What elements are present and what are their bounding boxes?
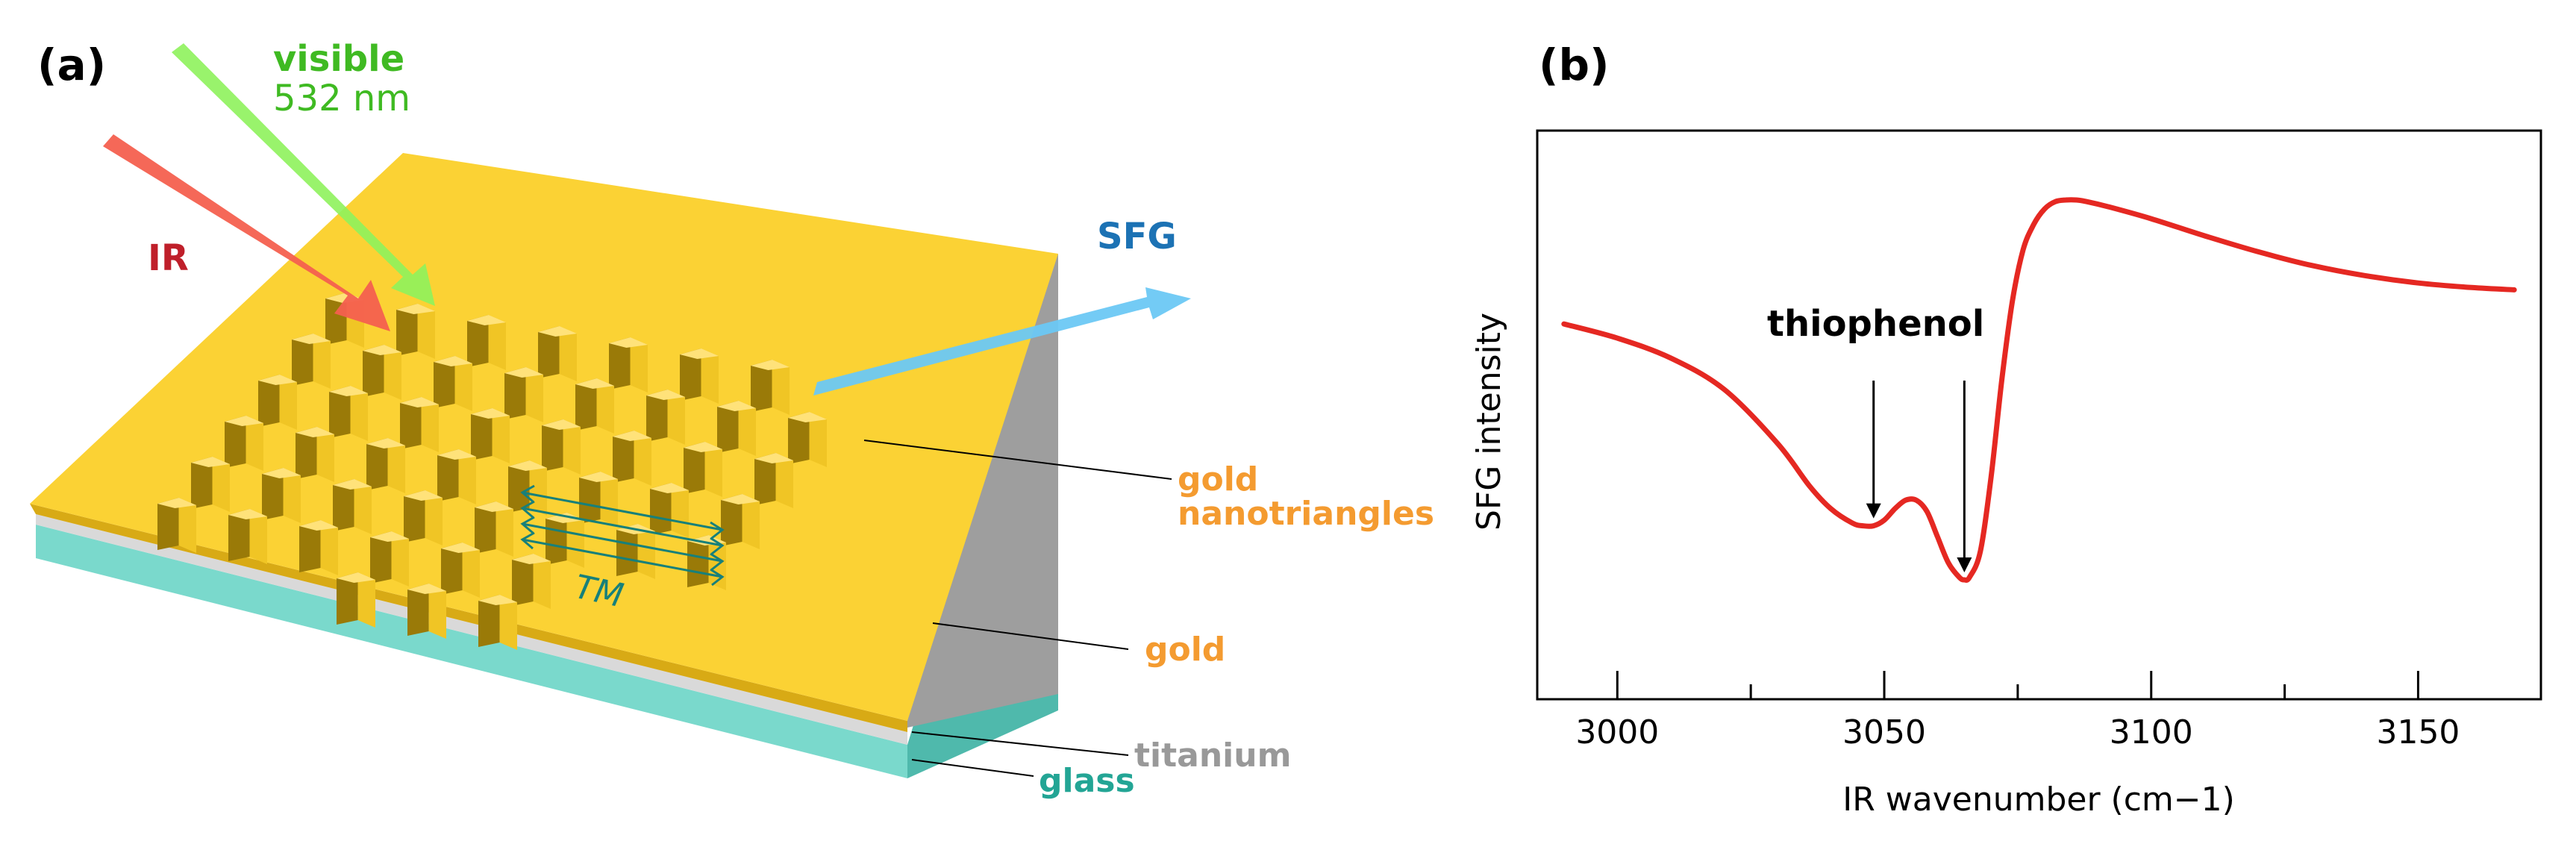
gold-nanotriangle [157,498,196,553]
nanotriangles-label-line1: gold [1178,460,1258,498]
tm-polarization-arrows [520,484,725,587]
gold-nanotriangle [613,431,651,486]
thiophenol-arrows [1866,381,1972,572]
gold-nanotriangle [228,509,267,564]
gold-nanotriangle-array [157,293,827,650]
visible-label: visible [273,38,404,80]
panel-b-label: (b) [1539,40,1610,90]
gold-nanotriangle [441,543,480,598]
gold-nanotriangle [225,416,263,471]
panel-a: (a) [30,38,1434,800]
gold-nanotriangle [788,412,827,467]
x-axis-tick-labels: 3000 3050 3100 3150 [1575,713,2460,751]
glass-label: glass [1039,762,1135,800]
gold-nanotriangle [396,304,435,359]
gold-nanotriangle [191,457,230,512]
gold-nanotriangle [538,326,577,381]
gold-nanotriangle [363,345,401,400]
x-tick-label: 3050 [1842,713,1926,751]
glass-layer [36,525,907,778]
gold-nanotriangle [542,419,581,475]
titanium-layer [36,514,907,745]
annotation-arrow-head [1957,557,1972,572]
x-tick-label: 3100 [2110,713,2193,751]
gold-nanotriangle [504,367,543,422]
gold-nanotriangle [579,472,618,527]
gold-nanotriangle [717,401,756,456]
panel-b: (b) 3000 3050 3100 3150 thiophenol IR waven… [1470,40,2542,819]
gold-nanotriangle [684,442,722,497]
gold-nanotriangle [575,378,614,434]
nanotriangles-label-line2: nanotriangles [1178,495,1434,533]
sfg-spectrum-line [1561,197,2517,583]
substrate-side-right [907,254,1058,728]
label-leader-lines [863,440,1172,777]
gold-nanotriangle [404,490,443,546]
gold-nanotriangle [646,390,685,445]
gold-nanotriangle [370,531,409,587]
gold-nanotriangle [467,315,506,370]
y-axis-label: SFG intensity [1470,313,1508,531]
gold-nanotriangle [434,356,472,411]
gold-nanotriangle [262,468,301,523]
gold-nanotriangle [512,554,551,609]
ir-beam [103,134,390,331]
gold-nanotriangle [296,427,334,482]
gold-nanotriangle [329,386,368,441]
gold-label: gold [1145,631,1225,669]
x-axis-label: IR wavenumber (cm−1) [1842,781,2235,819]
gold-nanotriangle [508,460,547,516]
gold-nanotriangle [721,494,760,549]
gold-nanotriangle [478,595,517,650]
gold-nanotriangle [545,513,584,568]
gold-nanotriangle [754,453,793,508]
thiophenol-annotation: thiophenol [1767,303,1984,345]
gold-nanotriangle [471,408,510,463]
gold-nanotriangle [680,348,719,404]
gold-nanotriangle [292,334,331,389]
gold-nanotriangle [299,520,338,575]
plot-frame [1536,129,2542,701]
sfg-beam [813,287,1191,396]
gold-nanotriangle [751,360,790,415]
panel-a-label: (a) [37,40,106,90]
gold-nanotriangle [400,397,439,452]
x-tick-label: 3000 [1575,713,1659,751]
gold-nanotriangle [609,337,648,393]
gold-nanotriangle [407,584,446,639]
gold-film-edge [30,504,907,732]
annotation-arrow-head [1866,503,1881,519]
gold-nanotriangle [333,479,372,534]
titanium-label: titanium [1134,737,1291,775]
visible-beam [172,43,435,306]
sfg-label: SFG [1097,216,1177,257]
gold-nanotriangle [337,572,375,628]
x-tick-label: 3150 [2376,713,2460,751]
gold-nanotriangle [437,449,476,504]
ir-label: IR [148,237,189,279]
x-axis-ticks [1616,671,2419,699]
gold-nanotriangle [366,438,405,493]
gold-nanotriangle [258,375,297,430]
gold-nanotriangle [475,501,513,557]
visible-wavelength-label: 532 nm [273,78,410,119]
gold-nanotriangle [650,483,689,538]
